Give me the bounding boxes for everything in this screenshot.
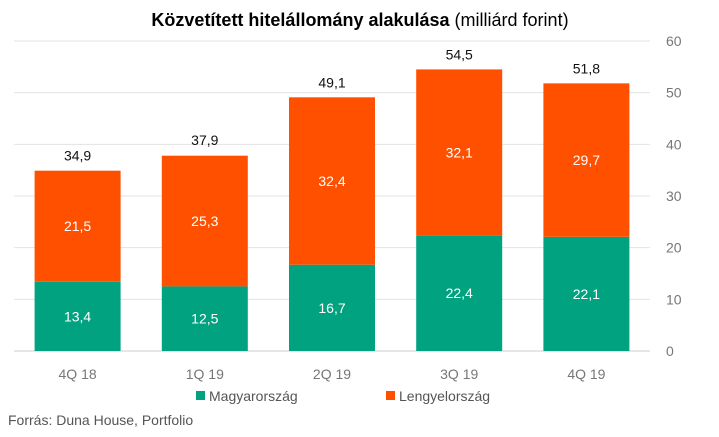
- bar-segment: [289, 97, 375, 265]
- bars: 13,4 21,5 34,9 12,5 25,3 37,9 16,7 32,4 49,1 22,4…: [34, 46, 630, 351]
- data-label: 21,5: [64, 218, 91, 234]
- bar-segment: [161, 155, 248, 287]
- y-tick-label: 30: [666, 188, 682, 204]
- legend: Magyarország Lengyelország: [196, 388, 490, 404]
- chart-title-main: Közvetített hitelállomány alakulása: [151, 10, 450, 30]
- y-tick-label: 60: [666, 33, 682, 49]
- bar-segment: [161, 286, 248, 351]
- bar-segment: [416, 69, 503, 236]
- total-label: 37,9: [191, 132, 218, 148]
- source-note: Forrás: Duna House, Portfolio: [8, 412, 194, 428]
- bar-segment: [543, 83, 630, 237]
- y-tick-label: 0: [666, 343, 674, 359]
- x-tick-label: 4Q 19: [567, 366, 605, 382]
- bar-segment: [289, 264, 375, 351]
- x-tick-label: 4Q 18: [59, 366, 97, 382]
- y-tick-label: 10: [666, 291, 682, 307]
- y-axis: 0 10 20 30 40 50 60: [666, 33, 682, 359]
- total-label: 51,8: [573, 60, 600, 76]
- legend-swatch: [196, 391, 205, 400]
- y-tick-label: 50: [666, 85, 682, 101]
- data-label: 22,4: [446, 285, 473, 301]
- data-label: 32,4: [318, 173, 345, 189]
- x-axis: 4Q 18 1Q 19 2Q 19 3Q 19 4Q 19: [59, 366, 606, 382]
- data-label: 22,1: [573, 286, 600, 302]
- y-tick-label: 20: [666, 240, 682, 256]
- total-label: 49,1: [318, 74, 345, 90]
- legend-swatch: [386, 391, 395, 400]
- chart-title: Közvetített hitelállomány alakulása (mil…: [151, 10, 568, 30]
- bar-segment: [34, 170, 121, 282]
- data-label: 25,3: [191, 213, 218, 229]
- chart-title-unit: (milliárd forint): [455, 10, 569, 30]
- total-label: 54,5: [446, 46, 473, 62]
- data-label: 13,4: [64, 308, 91, 324]
- data-label: 16,7: [318, 300, 345, 316]
- x-tick-label: 1Q 19: [186, 366, 224, 382]
- legend-label: Magyarország: [209, 388, 298, 404]
- x-tick-label: 3Q 19: [440, 366, 478, 382]
- bar-segment: [543, 236, 630, 351]
- data-label: 12,5: [191, 311, 218, 327]
- legend-label: Lengyelország: [399, 388, 490, 404]
- bar-segment: [34, 281, 121, 351]
- data-label: 29,7: [573, 152, 600, 168]
- y-tick-label: 40: [666, 136, 682, 152]
- total-label: 34,9: [64, 148, 91, 164]
- x-tick-label: 2Q 19: [313, 366, 351, 382]
- bar-segment: [416, 235, 503, 351]
- data-label: 32,1: [446, 144, 473, 160]
